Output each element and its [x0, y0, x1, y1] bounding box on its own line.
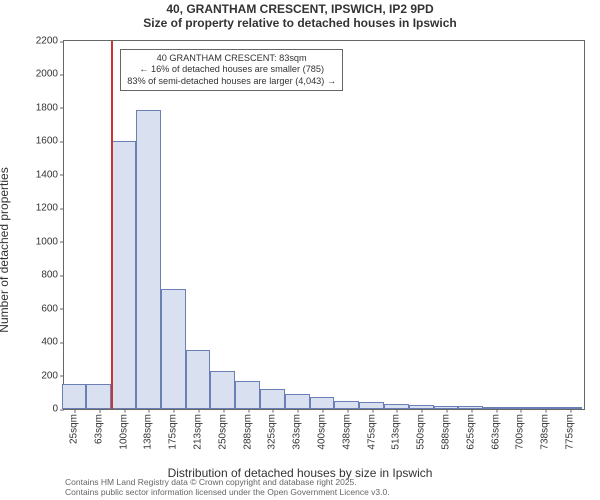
histogram-bar: [434, 406, 459, 409]
y-tick-label: 1800: [36, 102, 64, 113]
annotation-line-3: 83% of semi-detached houses are larger (…: [127, 76, 336, 88]
x-tick-label: 513sqm: [391, 409, 402, 450]
histogram-bar: [186, 350, 211, 409]
y-tick-label: 1000: [36, 236, 64, 247]
chart-container: 40, GRANTHAM CRESCENT, IPSWICH, IP2 9PD …: [0, 0, 600, 500]
x-tick-label: 550sqm: [416, 409, 427, 450]
histogram-bar: [508, 407, 533, 409]
histogram-bar: [235, 381, 260, 409]
property-marker-line: [111, 41, 113, 409]
histogram-bar: [62, 384, 87, 409]
title-block: 40, GRANTHAM CRESCENT, IPSWICH, IP2 9PD …: [0, 2, 600, 30]
histogram-bar: [310, 397, 335, 409]
plot-area: 0200400600800100012001400160018002000220…: [63, 40, 585, 410]
histogram-bar: [136, 110, 161, 409]
y-tick-label: 200: [41, 370, 64, 381]
histogram-bar: [161, 289, 186, 409]
x-tick-label: 175sqm: [168, 409, 179, 450]
x-tick-label: 475sqm: [366, 409, 377, 450]
y-tick-label: 600: [41, 303, 64, 314]
x-tick-label: 663sqm: [490, 409, 501, 450]
histogram-bar: [533, 407, 558, 409]
histogram-bar: [458, 406, 483, 409]
title-line-1: 40, GRANTHAM CRESCENT, IPSWICH, IP2 9PD: [0, 2, 600, 16]
x-tick-label: 25sqm: [68, 409, 79, 444]
histogram-bar: [483, 407, 508, 410]
x-tick-label: 288sqm: [242, 409, 253, 450]
x-tick-label: 438sqm: [341, 409, 352, 450]
x-tick-label: 738sqm: [540, 409, 551, 450]
histogram-bar: [210, 371, 235, 409]
histogram-bar: [558, 407, 583, 409]
x-tick-label: 100sqm: [118, 409, 129, 450]
histogram-bar: [86, 384, 111, 409]
histogram-bar: [409, 405, 434, 409]
histogram-bar: [384, 404, 409, 409]
x-tick-label: 138sqm: [143, 409, 154, 450]
footer-line-2: Contains public sector information licen…: [65, 488, 585, 498]
x-tick-label: 325sqm: [267, 409, 278, 450]
histogram-bar: [260, 389, 285, 409]
histogram-bar: [285, 394, 310, 409]
y-tick-label: 2000: [36, 69, 64, 80]
histogram-bar: [359, 402, 384, 409]
x-tick-label: 63sqm: [93, 409, 104, 444]
x-tick-label: 625sqm: [465, 409, 476, 450]
y-tick-label: 1400: [36, 169, 64, 180]
histogram-bar: [334, 401, 359, 409]
x-tick-label: 700sqm: [515, 409, 526, 450]
x-tick-label: 213sqm: [192, 409, 203, 450]
footer-attribution: Contains HM Land Registry data © Crown c…: [65, 478, 585, 498]
y-tick-label: 1600: [36, 136, 64, 147]
y-tick-label: 400: [41, 337, 64, 348]
histogram-bar: [111, 141, 136, 409]
x-tick-label: 363sqm: [292, 409, 303, 450]
x-tick-label: 588sqm: [441, 409, 452, 450]
y-tick-label: 1200: [36, 203, 64, 214]
x-tick-label: 775sqm: [565, 409, 576, 450]
y-axis-label: Number of detached properties: [0, 167, 11, 332]
x-tick-label: 250sqm: [217, 409, 228, 450]
y-tick-label: 2200: [36, 36, 64, 47]
annotation-box: 40 GRANTHAM CRESCENT: 83sqm← 16% of deta…: [120, 49, 343, 92]
annotation-line-2: ← 16% of detached houses are smaller (78…: [127, 64, 336, 76]
annotation-line-1: 40 GRANTHAM CRESCENT: 83sqm: [127, 53, 336, 65]
y-tick-label: 800: [41, 270, 64, 281]
title-line-2: Size of property relative to detached ho…: [0, 16, 600, 30]
x-tick-label: 400sqm: [317, 409, 328, 450]
